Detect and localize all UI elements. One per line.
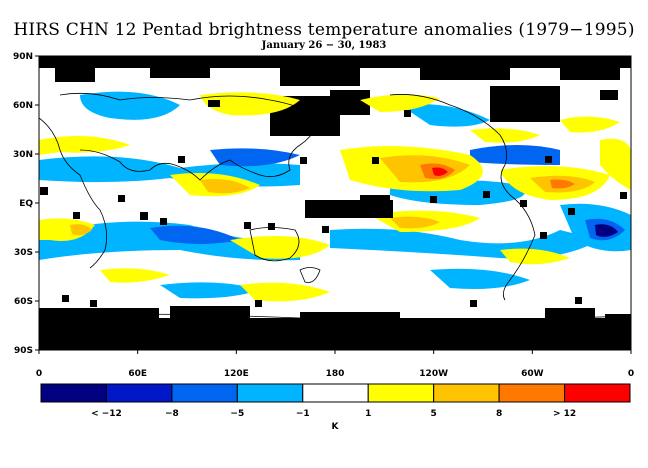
lon-label: 60W <box>521 369 544 379</box>
lon-label: 180 <box>326 369 345 379</box>
missing-pixels <box>40 100 627 307</box>
map-field <box>39 56 631 350</box>
lon-label: 120W <box>419 369 448 379</box>
coastlines <box>39 92 631 320</box>
lat-label: 60S <box>14 297 33 307</box>
colorbar-swatch <box>564 383 631 403</box>
colorbar: < −12 −8 −5 −1 1 5 8 > 12 <box>40 383 631 419</box>
longitude-axis: 0 60E 120E 180 120W 60W 0 <box>36 350 634 379</box>
latitude-axis: 90N 60N 30N EQ 30S 60S 90S <box>13 52 39 356</box>
colorbar-swatch <box>40 383 107 403</box>
lat-label: 90N <box>13 52 33 62</box>
colorbar-swatch <box>236 383 304 403</box>
colorbar-swatch <box>498 383 566 403</box>
positive-anomaly-regions <box>39 92 631 302</box>
colorbar-label: < −12 <box>91 409 122 419</box>
lat-label: 30N <box>13 150 33 160</box>
colorbar-label: > 12 <box>553 409 576 419</box>
lat-label: EQ <box>19 199 33 209</box>
colorbar-label: 5 <box>431 409 437 419</box>
lon-label: 60E <box>128 369 147 379</box>
colorbar-swatch <box>367 383 435 403</box>
plot-subtitle: January 26 − 30, 1983 <box>261 40 387 51</box>
lon-label: 0 <box>36 369 42 379</box>
missing-antarctic <box>39 306 631 350</box>
colorbar-label: 8 <box>496 409 502 419</box>
colorbar-swatch <box>171 383 238 403</box>
lon-label: 120E <box>224 369 249 379</box>
colorbar-label: −1 <box>296 409 310 419</box>
colorbar-unit: K <box>332 422 340 432</box>
lat-label: 90S <box>14 346 33 356</box>
colorbar-swatch <box>302 383 369 403</box>
lon-label: 0 <box>628 369 634 379</box>
colorbar-swatch <box>433 383 500 403</box>
lat-label: 30S <box>14 248 33 258</box>
plot-title: HIRS CHN 12 Pentad brightness temperatur… <box>13 20 635 40</box>
colorbar-swatch <box>105 383 173 403</box>
colorbar-label: −8 <box>165 409 179 419</box>
colorbar-label: −5 <box>230 409 244 419</box>
missing-arctic <box>39 56 631 136</box>
lat-label: 60N <box>13 101 33 111</box>
colorbar-label: 1 <box>365 409 371 419</box>
